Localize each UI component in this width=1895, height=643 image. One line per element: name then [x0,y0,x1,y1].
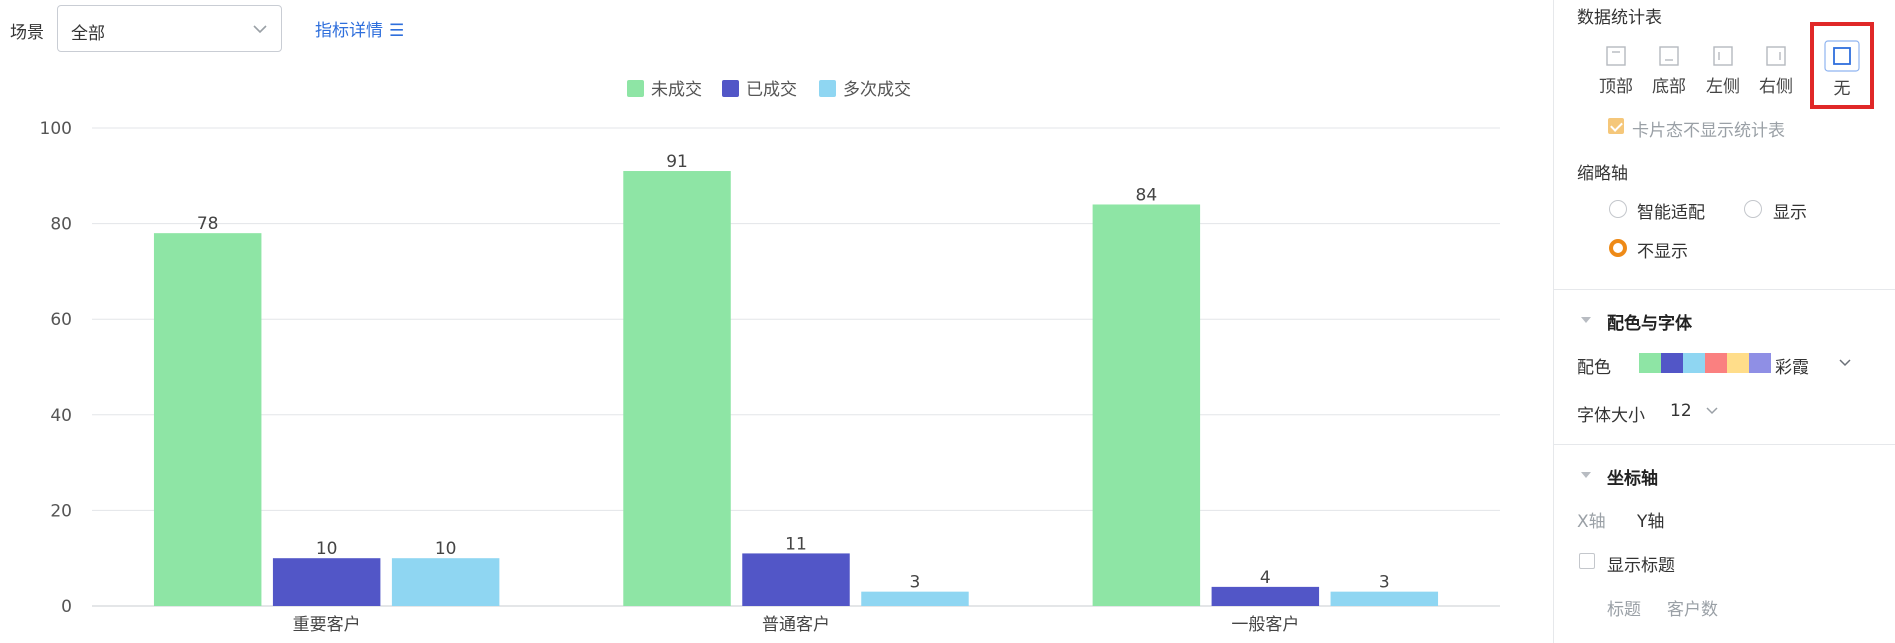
y-tick-label: 20 [50,501,72,521]
y-tick-label: 0 [61,597,72,617]
show-title-label: 显示标题 [1607,556,1675,576]
collapse-caret-icon[interactable] [1581,472,1591,478]
chevron-down-icon [253,25,267,34]
position-option-left[interactable]: 左侧 [1698,40,1748,100]
axis-section-title: 坐标轴 [1607,469,1658,489]
position-option-none[interactable]: 无 [1817,40,1867,100]
thumbnail-axis-title: 缩略轴 [1577,164,1628,184]
legend-label: 多次成交 [843,80,911,100]
palette-swatch [1727,353,1749,373]
palette-swatch [1749,353,1771,373]
font-size-value[interactable]: 12 [1670,401,1692,421]
radio-show[interactable] [1744,200,1762,218]
settings-panel: 数据统计表 顶部 底部 左侧 [1553,0,1895,643]
data-label: 11 [785,534,807,554]
data-label: 91 [666,152,688,172]
x-tick-label: 一般客户 [1231,615,1299,635]
palette-swatch [1705,353,1727,373]
indicator-detail-link[interactable]: 指标详情 ☰ [315,16,404,41]
scene-select-value: 全部 [71,24,105,44]
legend-swatch [722,80,739,97]
bar [861,591,969,606]
x-tick-label: 普通客户 [762,615,830,635]
card-hide-stats-label: 卡片态不显示统计表 [1632,121,1785,141]
data-label: 3 [910,573,921,593]
tab-x-axis[interactable]: X轴 [1577,512,1606,532]
position-label-right: 右侧 [1759,77,1793,97]
data-label: 84 [1136,185,1158,205]
y-tick-label: 40 [50,406,72,426]
axis-title-label: 标题 [1607,600,1641,620]
table-none-icon [1824,40,1860,72]
position-label-bottom: 底部 [1652,77,1686,97]
radio-smart-fit-label: 智能适配 [1637,203,1705,223]
section-divider [1554,444,1895,445]
position-option-bottom[interactable]: 底部 [1644,40,1694,100]
data-label: 10 [435,539,457,559]
scene-label: 场景 [10,23,44,43]
y-tick-label: 60 [50,310,72,330]
radio-hide-label: 不显示 [1637,242,1688,262]
palette-swatch [1683,353,1705,373]
indicator-detail-label: 指标详情 [315,21,383,41]
data-label: 4 [1260,568,1271,588]
radio-show-label: 显示 [1773,203,1807,223]
bar [1330,591,1439,606]
tab-y-axis[interactable]: Y轴 [1637,512,1665,532]
position-option-top[interactable]: 顶部 [1591,40,1641,100]
data-label: 3 [1379,573,1390,593]
y-tick-label: 100 [40,119,72,139]
position-label-left: 左侧 [1706,77,1740,97]
palette-swatch [1639,353,1661,373]
palette-chevron-down-icon[interactable] [1837,355,1853,371]
bar-chart: 0 20 40 60 80 100 78 10 10 重要客户 91 11 3 普通客户 84 4 3 一般客户 未… [40,80,1500,635]
collapse-caret-icon[interactable] [1581,317,1591,323]
font-size-label: 字体大小 [1577,406,1645,426]
palette-swatches[interactable] [1639,353,1771,373]
y-tick-label: 80 [50,215,72,235]
section-divider [1554,289,1895,290]
data-label: 78 [197,214,219,234]
stats-table-title: 数据统计表 [1577,8,1662,28]
legend-swatch [627,80,644,97]
bar [153,233,262,606]
palette-label: 配色 [1577,358,1611,378]
show-title-checkbox[interactable] [1579,553,1595,569]
position-option-right[interactable]: 右侧 [1751,40,1801,100]
axis-title-input[interactable]: 客户数 [1667,600,1718,620]
radio-smart-fit[interactable] [1609,200,1627,218]
table-right-icon [1766,46,1786,66]
scene-select[interactable]: 全部 [57,5,282,52]
card-hide-stats-checkbox[interactable] [1608,118,1624,134]
table-bottom-icon [1659,46,1679,66]
table-top-icon [1606,46,1626,66]
palette-swatch [1661,353,1683,373]
data-label: 10 [316,539,338,559]
list-icon: ☰ [389,21,405,41]
palette-name: 彩霞 [1775,358,1809,378]
color-font-section-title: 配色与字体 [1607,314,1692,334]
bar [1211,586,1320,606]
legend-label: 未成交 [651,80,702,100]
x-tick-label: 重要客户 [293,615,361,635]
bar [391,558,500,606]
legend-swatch [819,80,836,97]
bar [742,553,850,606]
bar [623,171,731,606]
table-left-icon [1713,46,1733,66]
bar [272,558,381,606]
font-size-chevron-down-icon[interactable] [1704,403,1720,419]
bar [1092,204,1201,607]
radio-hide[interactable] [1609,239,1627,257]
position-label-top: 顶部 [1599,77,1633,97]
position-label-none: 无 [1833,79,1851,99]
legend-label: 已成交 [746,80,797,100]
